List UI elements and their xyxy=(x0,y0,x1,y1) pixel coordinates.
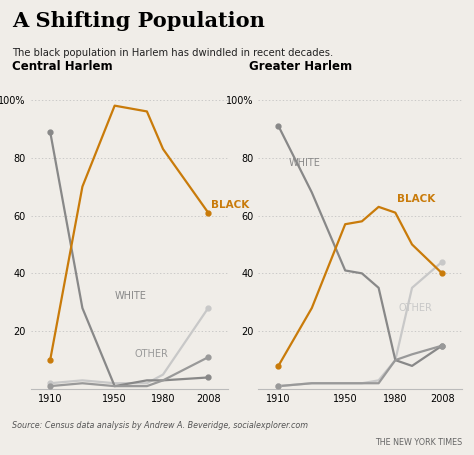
Text: The black population in Harlem has dwindled in recent decades.: The black population in Harlem has dwind… xyxy=(12,48,333,58)
Text: WHITE: WHITE xyxy=(288,158,320,168)
Text: THE NEW YORK TIMES: THE NEW YORK TIMES xyxy=(375,438,462,447)
Text: OTHER: OTHER xyxy=(399,303,433,313)
Text: A Shifting Population: A Shifting Population xyxy=(12,11,264,31)
Text: BLACK: BLACK xyxy=(211,200,250,210)
Text: OTHER: OTHER xyxy=(134,349,168,359)
Text: Central Harlem: Central Harlem xyxy=(12,60,112,73)
Text: WHITE: WHITE xyxy=(115,292,146,302)
Text: Greater Harlem: Greater Harlem xyxy=(249,60,352,73)
Text: BLACK: BLACK xyxy=(397,194,435,204)
Text: Source: Census data analysis by Andrew A. Beveridge, socialexplorer.com: Source: Census data analysis by Andrew A… xyxy=(12,421,308,430)
